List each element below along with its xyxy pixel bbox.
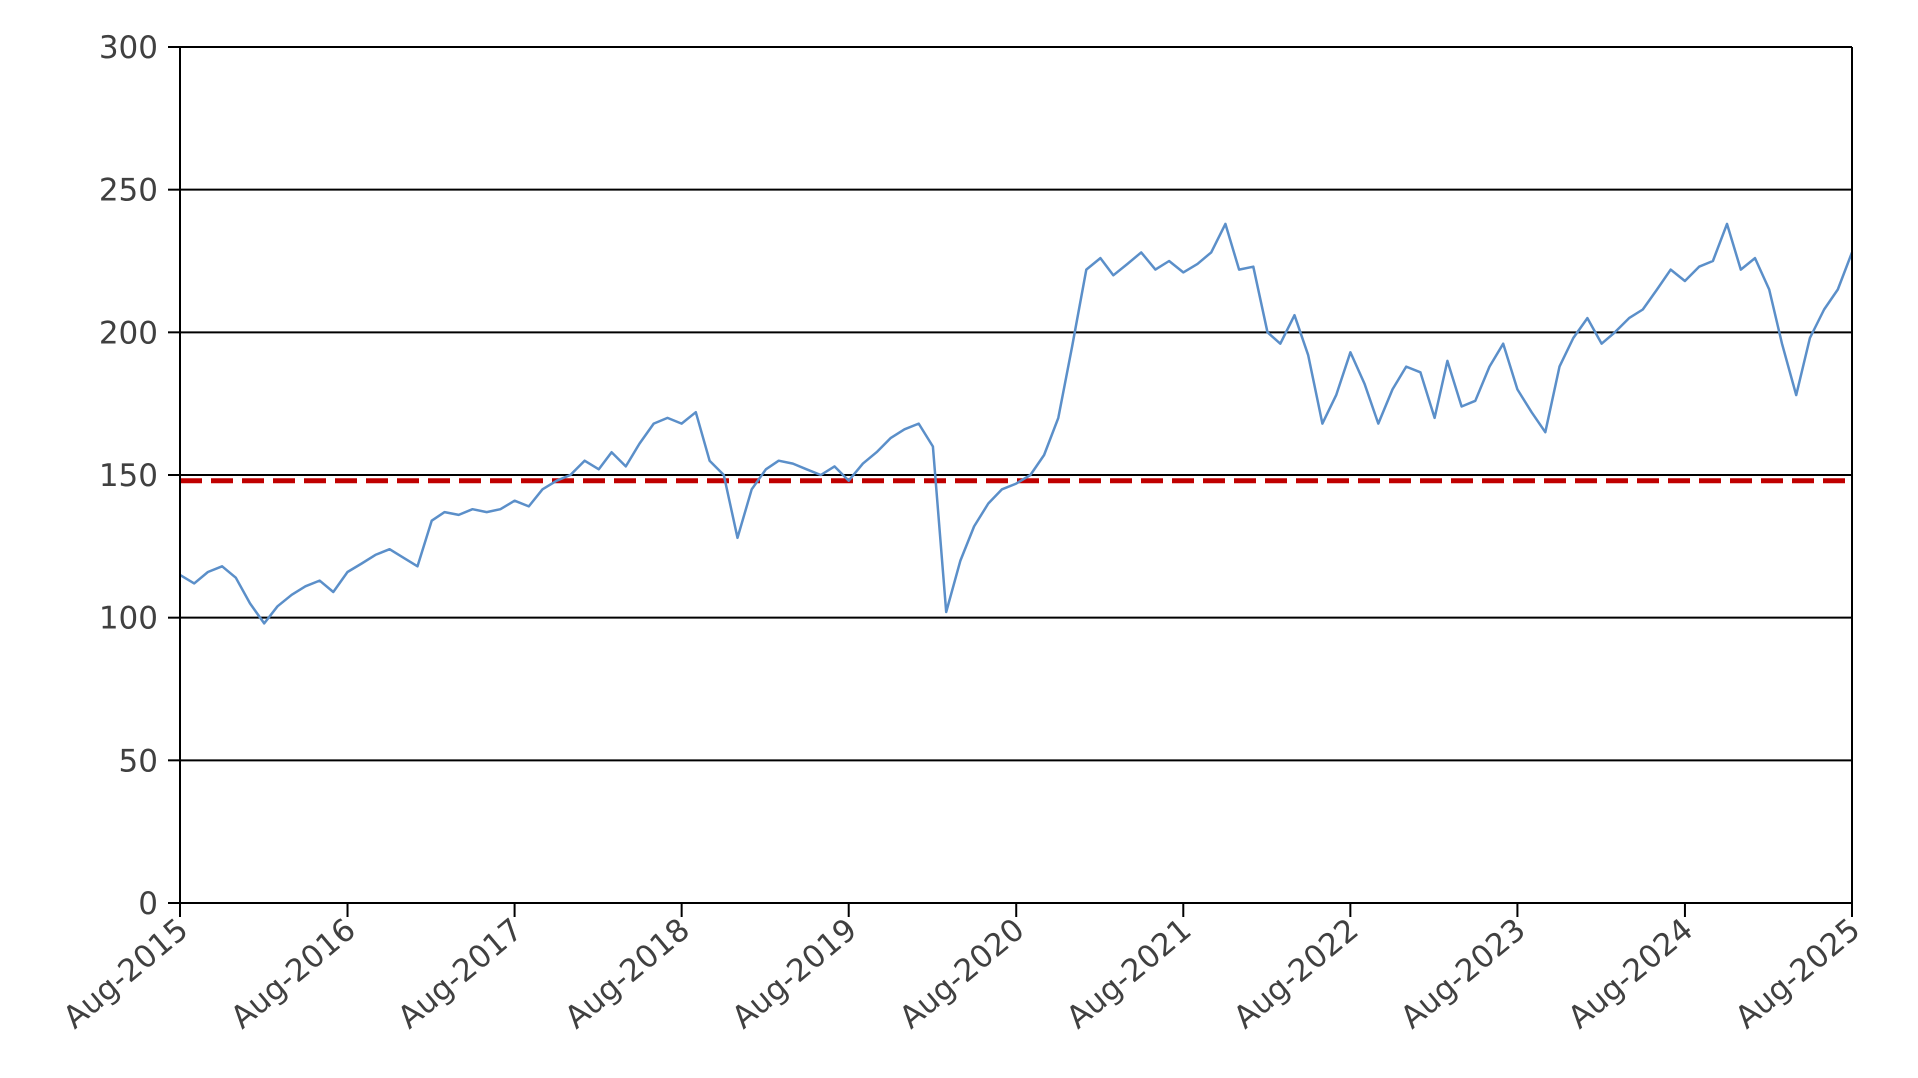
y-tick-label: 100: [99, 601, 158, 637]
x-tick-label: Aug-2021: [1060, 912, 1199, 1036]
gridlines: [168, 46, 1852, 904]
y-tick-labels: 0 50 100 150 200 250 300: [99, 30, 158, 922]
series-line: [179, 222, 1854, 625]
y-tick-label: 0: [138, 886, 158, 922]
x-tick-label: Aug-2019: [725, 912, 864, 1036]
x-tick-labels: Aug-2015 Aug-2016 Aug-2017 Aug-2018 Aug-2019…: [57, 912, 1868, 1036]
x-tick-label: Aug-2025: [1729, 912, 1868, 1036]
axes: [179, 47, 1853, 917]
y-tick-label: 50: [119, 743, 158, 779]
series-layer: [179, 222, 1854, 625]
x-tick-label: Aug-2017: [391, 912, 530, 1036]
x-tick-label: Aug-2015: [57, 912, 196, 1036]
x-tick-label: Aug-2016: [224, 912, 363, 1036]
x-tick-label: Aug-2024: [1562, 912, 1701, 1036]
x-tick-label: Aug-2020: [893, 912, 1032, 1036]
y-tick-label: 250: [99, 173, 158, 209]
x-tick-label: Aug-2018: [558, 912, 697, 1036]
y-tick-label: 300: [99, 30, 158, 66]
y-tick-label: 200: [99, 315, 158, 351]
y-tick-label: 150: [99, 458, 158, 494]
x-tick-label: Aug-2022: [1227, 912, 1366, 1036]
x-tick-label: Aug-2023: [1394, 912, 1533, 1036]
